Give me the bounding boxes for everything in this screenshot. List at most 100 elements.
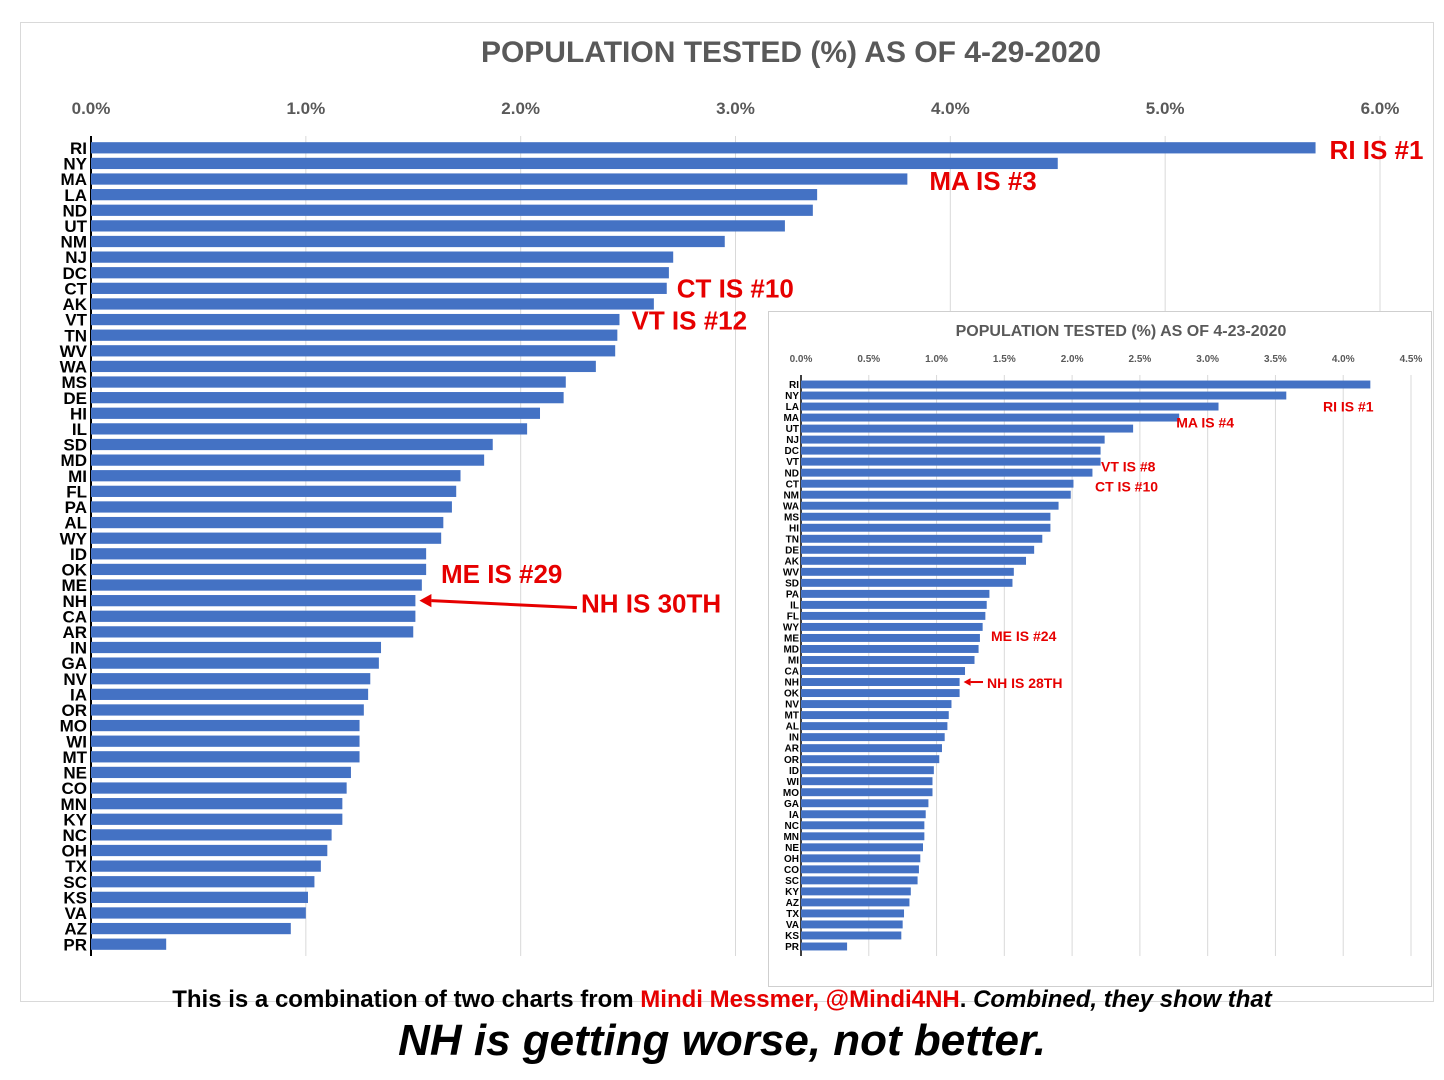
inset-category-label: NC <box>785 821 799 832</box>
main-category-label: NJ <box>65 248 87 267</box>
inset-category-label: MT <box>785 711 799 722</box>
main-category-label: FL <box>66 482 87 501</box>
main-bar <box>91 766 351 779</box>
caption-text-2: . <box>959 986 974 1013</box>
main-tick-label: 5.0% <box>1146 99 1185 118</box>
main-category-label: DC <box>62 264 87 283</box>
main-bar <box>91 938 167 950</box>
main-category-label: MI <box>68 467 87 486</box>
inset-category-label: SD <box>785 578 799 589</box>
main-category-label: AZ <box>64 920 87 939</box>
inset-category-label: IA <box>789 810 799 821</box>
main-bar <box>91 579 422 591</box>
inset-category-label: OK <box>784 689 800 700</box>
inset-tick-label: 1.0% <box>925 354 948 365</box>
inset-tick-label: 4.5% <box>1400 354 1423 365</box>
main-bar <box>91 657 379 669</box>
main-bar <box>91 751 360 763</box>
inset-bar <box>801 942 848 951</box>
main-bar <box>91 485 457 497</box>
inset-category-label: PA <box>786 589 799 600</box>
inset-tick-label: 4.0% <box>1332 354 1355 365</box>
inset-bar <box>801 700 952 709</box>
main-category-label: MT <box>62 748 87 767</box>
inset-annotation: NH IS 28TH <box>987 675 1062 691</box>
main-annotation: MA IS #3 <box>929 166 1036 196</box>
inset-tick-label: 2.5% <box>1128 354 1151 365</box>
inset-bar <box>801 722 948 731</box>
inset-bar <box>801 391 1287 400</box>
main-bar <box>91 189 818 201</box>
inset-bar <box>801 821 925 830</box>
main-category-label: OK <box>62 561 88 580</box>
main-bar <box>91 595 416 607</box>
main-category-label: RI <box>70 139 87 158</box>
inset-category-label: MN <box>783 832 799 843</box>
main-category-label: SC <box>63 873 87 892</box>
main-category-label: MA <box>61 170 87 189</box>
main-category-label: CT <box>64 279 87 298</box>
main-tick-label: 2.0% <box>501 99 540 118</box>
main-bar <box>91 501 452 513</box>
main-category-label: PA <box>65 498 87 517</box>
inset-category-label: KS <box>785 931 799 942</box>
main-annotation: CT IS #10 <box>677 273 794 303</box>
inset-bar <box>801 843 923 852</box>
main-category-label: TX <box>65 857 87 876</box>
main-category-label: IL <box>72 420 87 439</box>
inset-bar <box>801 645 979 653</box>
inset-category-label: ND <box>785 468 799 479</box>
main-bar <box>91 548 427 560</box>
inset-category-label: NJ <box>786 435 799 446</box>
inset-bar <box>801 667 966 675</box>
main-tick-label: 3.0% <box>716 99 755 118</box>
inset-category-label: OH <box>784 854 799 865</box>
inset-tick-label: 1.5% <box>993 354 1016 365</box>
inset-category-label: CT <box>786 479 799 490</box>
main-bar <box>91 610 416 622</box>
inset-bar <box>801 501 1059 510</box>
main-tick-label: 6.0% <box>1361 99 1400 118</box>
inset-category-label: MI <box>788 656 799 667</box>
main-category-label: IA <box>70 685 87 704</box>
main-bar <box>91 563 427 576</box>
inset-category-label: IL <box>790 600 799 611</box>
inset-category-label: DE <box>785 545 799 556</box>
main-category-label: ID <box>70 545 87 564</box>
inset-category-label: TN <box>786 534 799 545</box>
inset-bar <box>801 887 911 896</box>
main-category-label: LA <box>64 186 87 205</box>
inset-category-label: AZ <box>786 898 799 909</box>
main-category-label: VA <box>65 904 87 923</box>
inset-category-label: AK <box>785 556 800 567</box>
main-bar <box>91 438 493 451</box>
main-bar <box>91 267 669 279</box>
inset-category-label: IN <box>789 733 799 744</box>
inset-category-label: MS <box>784 512 799 523</box>
inset-category-label: NM <box>783 490 799 501</box>
inset-annotation: MA IS #4 <box>1176 415 1234 431</box>
main-bar <box>91 282 667 294</box>
main-bar <box>91 157 1058 170</box>
main-category-label: ND <box>62 201 87 220</box>
inset-chart-svg: POPULATION TESTED (%) AS OF 4-23-2020 0.0… <box>783 323 1423 956</box>
main-bar <box>91 423 528 435</box>
inset-bar <box>801 534 1043 543</box>
main-bar <box>91 407 541 419</box>
main-bar <box>91 907 306 919</box>
inset-bar <box>801 523 1051 532</box>
main-bar <box>91 313 620 326</box>
inset-category-label: WA <box>783 501 799 512</box>
main-category-label: OR <box>62 701 88 720</box>
inset-category-label: MO <box>783 788 799 799</box>
main-tick-label: 1.0% <box>286 99 325 118</box>
inset-bar <box>801 711 949 720</box>
main-category-label: WA <box>60 358 87 377</box>
inset-bar <box>801 777 933 786</box>
inset-category-label: ID <box>789 766 799 777</box>
inset-category-label: VA <box>786 920 799 931</box>
inset-category-label: NE <box>785 843 799 854</box>
caption-text-3: Combined, they show that <box>973 986 1272 1013</box>
inset-bar <box>801 678 960 686</box>
main-bar <box>91 235 725 248</box>
